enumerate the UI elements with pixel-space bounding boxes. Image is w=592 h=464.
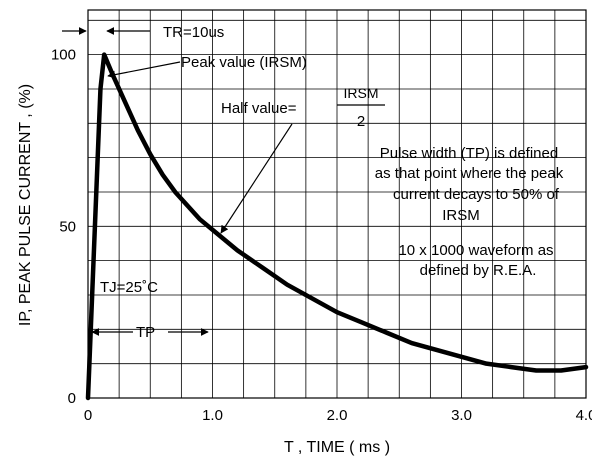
pulse-width-line-4: IRSM [442,207,480,224]
waveform-line-1: 10 x 1000 waveform as [398,242,553,259]
pulse-width-line-1: Pulse width (TP) is defined [380,145,558,162]
plot-frame [87,9,587,399]
waveform-line [85,52,589,401]
axis-labels: T , TIME ( ms ) IP, PEAK PULSE CURRENT ,… [17,84,390,456]
tr-label: TR=10us [163,24,224,41]
pulse-width-line-3: current decays to 50% of [393,186,560,203]
half-value-arrow [220,123,293,234]
peak-label: Peak value (IRSM) [181,54,307,71]
x-tick-label: 3.0 [451,407,472,424]
grid-layer [88,10,586,398]
half-value-numerator: IRSM [344,85,379,101]
waveform-line-2: defined by R.E.A. [420,262,537,279]
half-value-label: Half value= [221,100,297,117]
pulse-width-line-2: as that point where the peak [375,165,564,182]
peak-arrow [107,61,181,79]
x-tick-label: 4.0 [576,407,592,424]
half-value-denominator: 2 [357,113,365,130]
x-tick-label: 2.0 [327,407,348,424]
annotation-marks [62,27,385,336]
ticks-layer: 0 1.0 2.0 3.0 4.0 0 50 100 [51,47,592,424]
annotation-text: TR=10us Peak value (IRSM) Half value= IR… [100,24,564,341]
tj-label: TJ=25˚C [100,279,158,296]
y-axis-label: IP, PEAK PULSE CURRENT , (%) [17,84,34,326]
y-tick-label: 100 [51,47,76,64]
x-tick-label: 0 [84,407,92,424]
y-tick-label: 0 [68,390,76,407]
y-tick-label: 50 [59,218,76,235]
x-axis-label: T , TIME ( ms ) [284,439,390,456]
tp-label: TP [136,324,155,341]
x-tick-label: 1.0 [202,407,223,424]
